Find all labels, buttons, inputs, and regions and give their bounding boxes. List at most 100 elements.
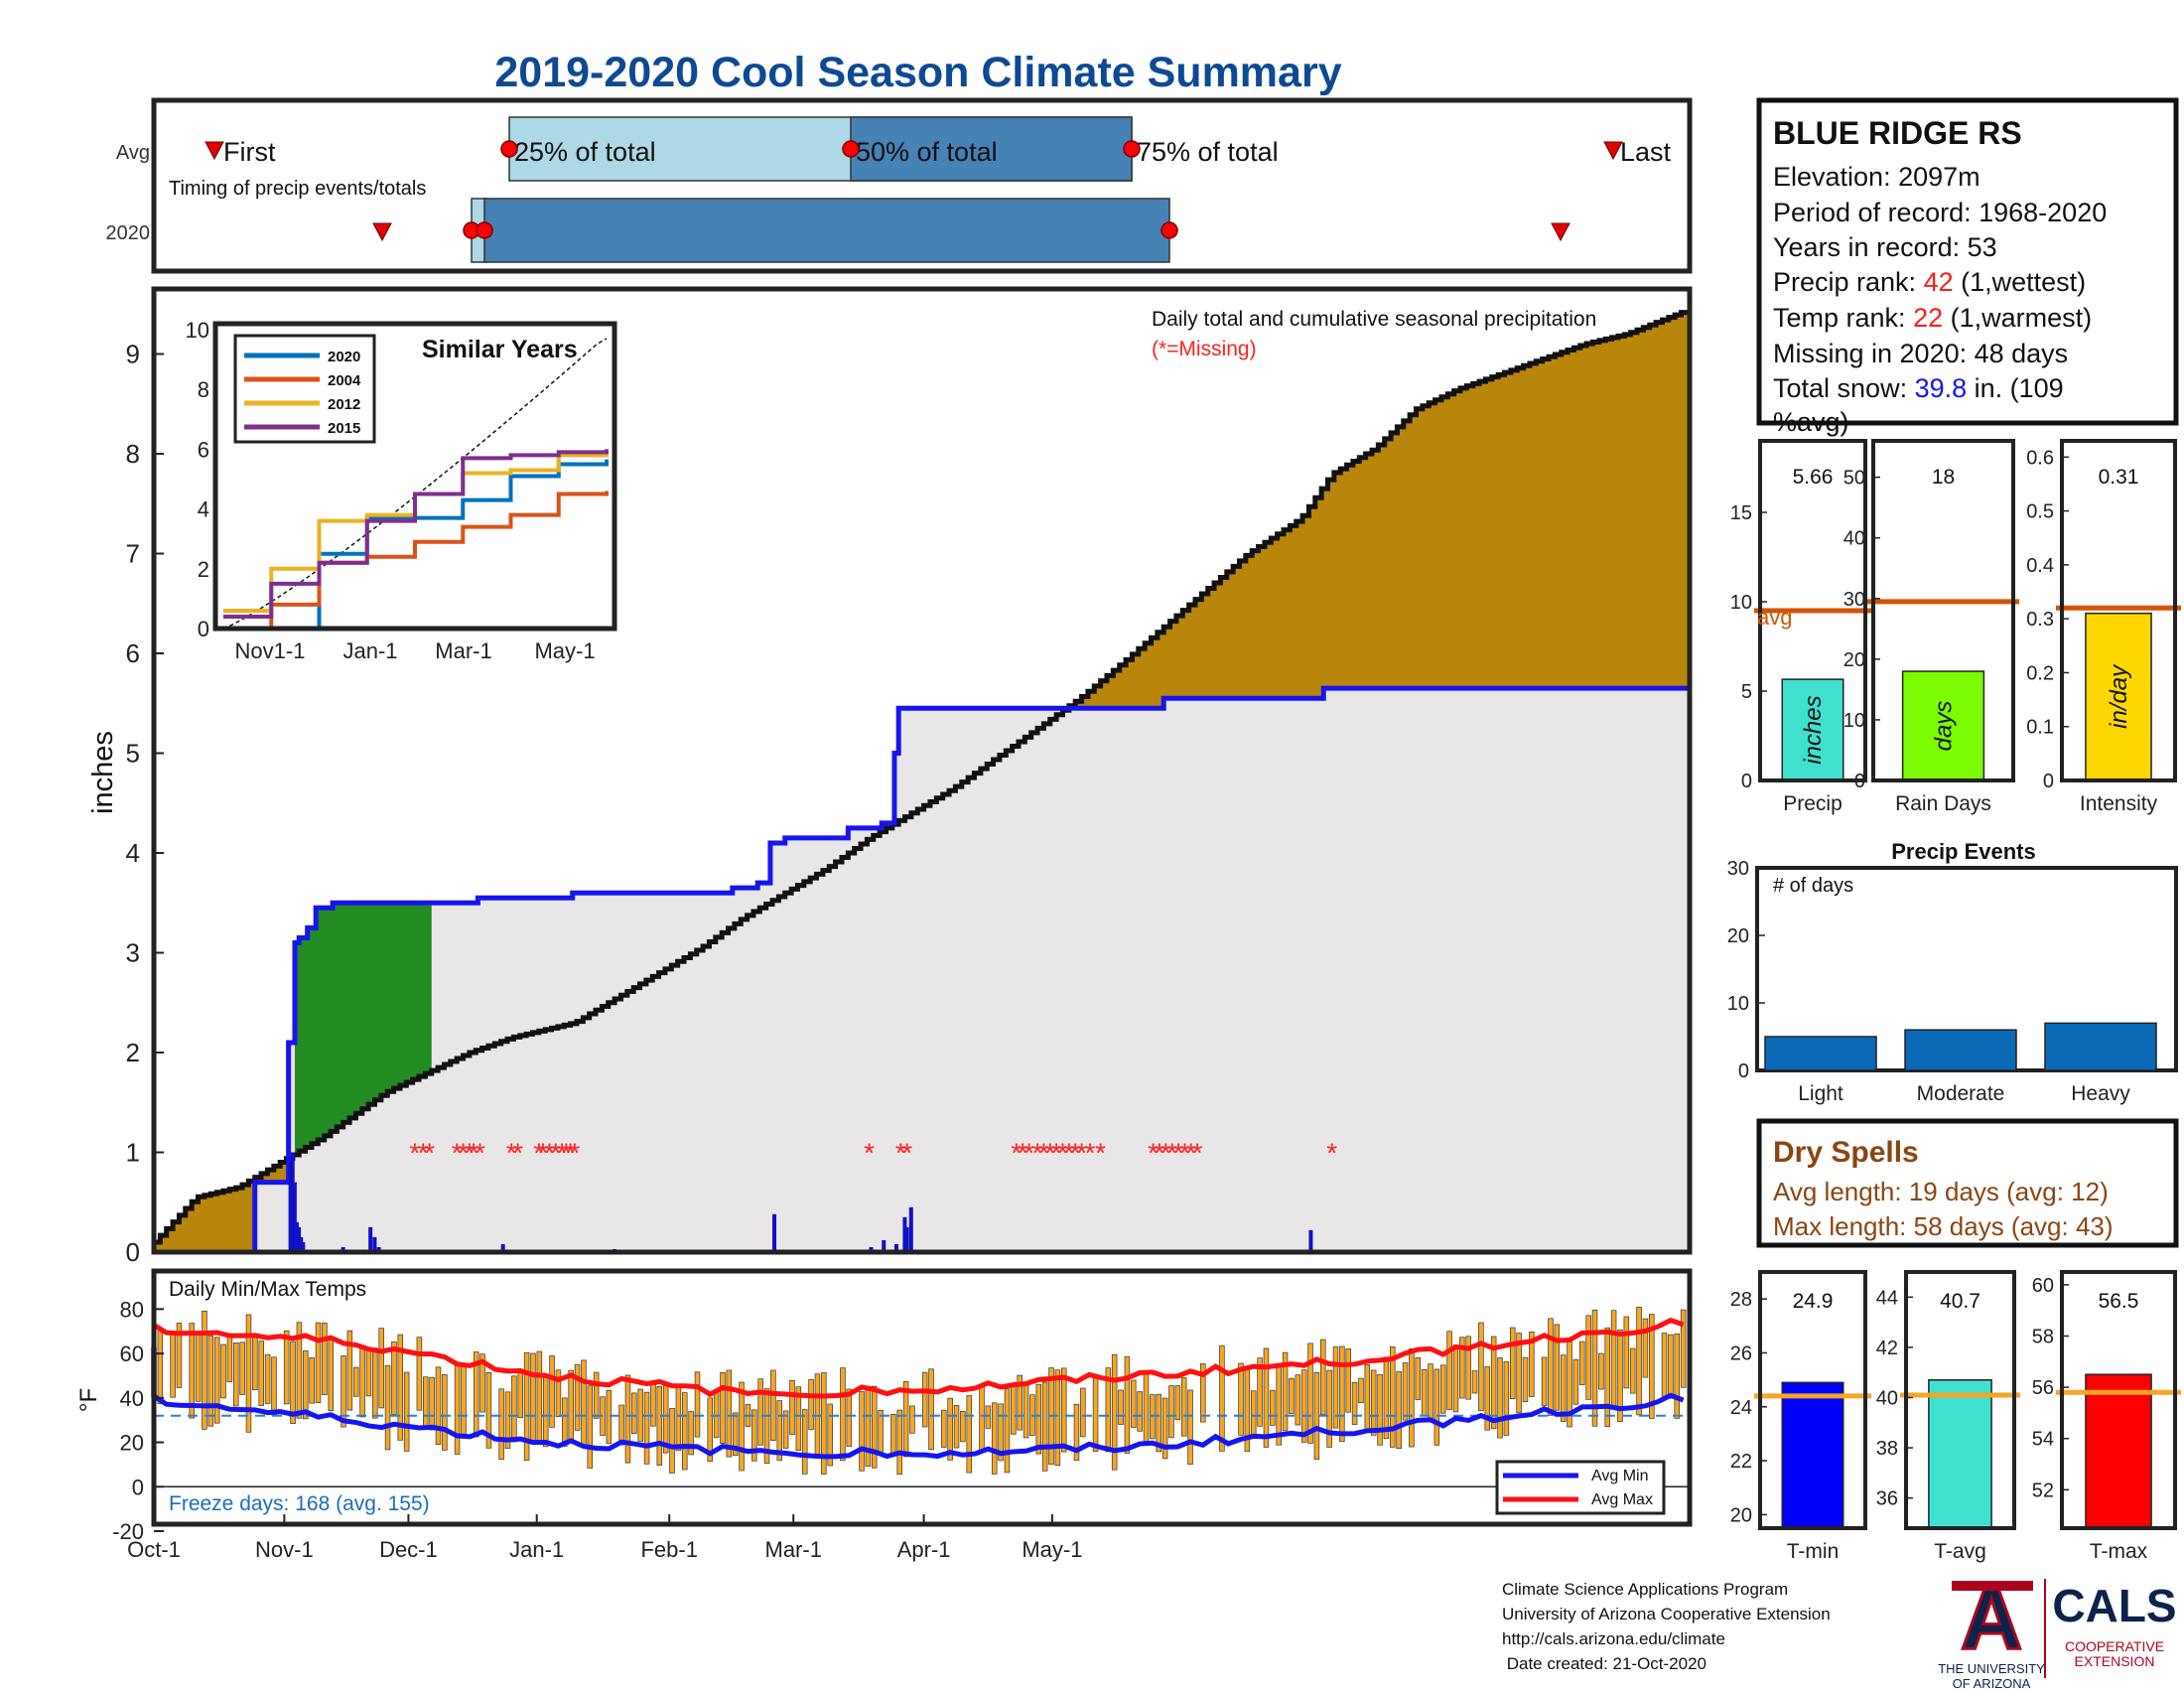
ua-logo-text2: OF ARIZONA bbox=[1953, 1676, 2031, 1688]
precip-events-title: Precip Events bbox=[1891, 839, 2036, 864]
daily-temp-bar bbox=[479, 1353, 485, 1413]
timing-last-label: Last bbox=[1620, 137, 1672, 167]
daily-temp-bar bbox=[921, 1371, 928, 1428]
missing-day-mark: * bbox=[1044, 1138, 1055, 1169]
mini-bar-unit: in/day bbox=[2106, 663, 2132, 729]
event-y-tick-label: 30 bbox=[1727, 858, 1749, 880]
daily-temp-bar bbox=[789, 1379, 795, 1435]
daily-temp-bar bbox=[1156, 1393, 1161, 1453]
station-missing: Missing in 2020: 48 days bbox=[1773, 339, 2068, 368]
mini-y-tick-label: 42 bbox=[1876, 1338, 1898, 1359]
daily-temp-bar bbox=[1307, 1342, 1313, 1444]
daily-temp-bar bbox=[1490, 1336, 1497, 1430]
missing-day-mark: * bbox=[1326, 1138, 1337, 1169]
daily-temp-bar bbox=[530, 1352, 536, 1442]
daily-temp-bar bbox=[1610, 1310, 1617, 1410]
missing-day-mark: * bbox=[1018, 1138, 1028, 1169]
month-tick-label: Mar-1 bbox=[765, 1537, 822, 1562]
inset-x-tick-label: Jan-1 bbox=[342, 638, 397, 663]
mini-value-label: 5.66 bbox=[1793, 466, 1834, 489]
daily-temp-bar bbox=[872, 1385, 878, 1469]
daily-temp-bar bbox=[1415, 1357, 1422, 1400]
daily-temp-bar bbox=[953, 1405, 960, 1449]
daily-temp-bar bbox=[264, 1353, 271, 1404]
daily-precip-bar bbox=[902, 1216, 907, 1252]
similar-years-inset: 0 2 4 6 8 10 Nov1-1 Jan-1 Mar-1 May-1 Similar Yea… bbox=[186, 318, 617, 663]
mini-axis-label: Rain Days bbox=[1895, 792, 1991, 815]
mini-y-tick-label: 60 bbox=[2032, 1275, 2054, 1297]
average-precip-area bbox=[154, 688, 1690, 1252]
daily-temp-bar bbox=[568, 1369, 574, 1442]
temp-y-tick-label: 40 bbox=[120, 1386, 144, 1411]
temp-chart-title: Daily Min/Max Temps bbox=[169, 1278, 366, 1301]
daily-temp-bar bbox=[485, 1371, 492, 1449]
daily-precip-bar bbox=[299, 1236, 304, 1252]
daily-temp-bar bbox=[713, 1390, 720, 1439]
missing-day-mark: * bbox=[1179, 1138, 1190, 1169]
daily-temp-bar bbox=[682, 1392, 688, 1471]
mini-y-tick-label: 20 bbox=[1843, 649, 1865, 671]
temp-legend bbox=[1495, 1460, 1666, 1515]
main-chart-title: Daily total and cumulative seasonal prec… bbox=[1152, 308, 1596, 331]
daily-temp-bar bbox=[207, 1335, 214, 1427]
mini-y-tick-label: 38 bbox=[1876, 1438, 1898, 1460]
daily-temp-bar bbox=[1060, 1367, 1067, 1453]
footer-url[interactable]: http://cals.arizona.edu/climate bbox=[1502, 1629, 1725, 1648]
daily-temp-bar bbox=[1560, 1354, 1567, 1422]
station-years: Years in record: 53 bbox=[1773, 232, 1997, 262]
mini-chart-frame bbox=[1871, 439, 2015, 782]
missing-day-mark: * bbox=[1063, 1138, 1074, 1169]
temp-chart-bg bbox=[154, 1271, 1690, 1524]
main-y-tick-label: 4 bbox=[126, 838, 140, 868]
daily-temp-bar bbox=[814, 1373, 821, 1456]
daily-temp-bar bbox=[1289, 1378, 1295, 1415]
inset-legend-label: 2015 bbox=[328, 420, 360, 437]
dry-spells-max: Max length: 58 days (avg: 43) bbox=[1773, 1211, 2114, 1241]
mini-bar-intensity bbox=[2085, 612, 2152, 781]
daily-temp-bar bbox=[296, 1322, 303, 1419]
daily-temp-bar bbox=[359, 1346, 365, 1418]
timing-row-avg: Avg bbox=[116, 142, 150, 164]
daily-precip-bar bbox=[893, 1243, 898, 1252]
main-y-tick-label: 5 bbox=[126, 739, 140, 769]
daily-temp-bar bbox=[562, 1397, 568, 1447]
average-precip-line bbox=[154, 685, 1690, 1255]
main-y-tick-label: 2 bbox=[126, 1038, 140, 1067]
daily-temp-bar bbox=[694, 1371, 701, 1438]
missing-day-mark: * bbox=[464, 1138, 475, 1169]
mini-y-tick-label: 0 bbox=[1741, 771, 1752, 792]
missing-day-mark: * bbox=[1160, 1138, 1171, 1169]
mini-y-tick-label: 30 bbox=[1843, 589, 1865, 611]
daily-temp-bar bbox=[1623, 1316, 1630, 1389]
daily-temp-bar bbox=[1332, 1346, 1339, 1429]
avg-max-legend-label: Avg Max bbox=[1591, 1491, 1653, 1508]
daily-temp-bar bbox=[309, 1357, 315, 1404]
inset-series-2004 bbox=[223, 491, 609, 631]
missing-day-mark: * bbox=[1166, 1138, 1177, 1169]
daily-temp-bar bbox=[1522, 1356, 1529, 1402]
month-tick-label: Apr-1 bbox=[897, 1537, 951, 1562]
temp-y-tick-label: 0 bbox=[132, 1475, 144, 1499]
daily-temp-bar bbox=[555, 1369, 562, 1418]
mini-axis-label: T-min bbox=[1787, 1540, 1840, 1563]
daily-precip-bar bbox=[500, 1243, 505, 1252]
timing-first-label: First bbox=[223, 137, 276, 167]
dry-spells-box: Dry Spells Avg length: 19 days (avg: 12)… bbox=[1756, 1118, 2179, 1248]
daily-temp-bar bbox=[821, 1372, 827, 1475]
timing-50-label: 50% of total bbox=[856, 137, 998, 167]
missing-day-mark: * bbox=[1057, 1138, 1068, 1169]
missing-day-mark: * bbox=[1038, 1138, 1049, 1169]
daily-temp-bar bbox=[1295, 1374, 1301, 1426]
missing-day-mark: * bbox=[409, 1138, 420, 1169]
daily-temp-bar bbox=[656, 1386, 663, 1467]
missing-day-mark: * bbox=[901, 1138, 912, 1169]
daily-temp-bar bbox=[1591, 1309, 1598, 1427]
missing-day-mark: * bbox=[569, 1138, 580, 1169]
mini-axis-label: Precip bbox=[1783, 792, 1843, 815]
station-name: BLUE RIDGE RS bbox=[1773, 115, 2022, 151]
mini-chart-frame bbox=[1758, 1270, 1867, 1530]
daily-temp-bar bbox=[947, 1397, 953, 1461]
mini-bar-unit: days bbox=[1931, 701, 1958, 752]
timing-dot-marker bbox=[1160, 221, 1178, 239]
timing-dot-marker bbox=[842, 140, 860, 158]
